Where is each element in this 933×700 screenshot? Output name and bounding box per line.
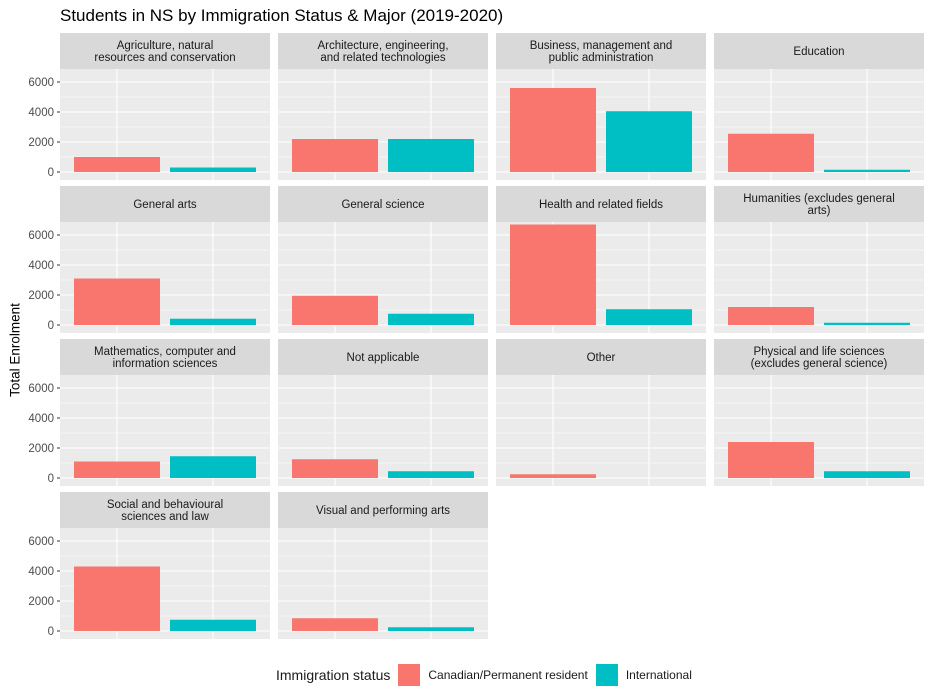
facet-label: Visual and performing arts	[316, 505, 450, 517]
legend-item-canadian: Canadian/Permanent resident	[398, 664, 588, 686]
facet-label: Mathematics, computer and information sci…	[94, 346, 236, 370]
bar-international	[388, 313, 474, 325]
facet-strip	[278, 492, 488, 528]
legend-item-international: International	[595, 664, 692, 686]
facet-label: Physical and life sciences (excludes gene…	[751, 346, 888, 370]
legend-label-canadian: Canadian/Permanent resident	[428, 668, 588, 682]
facet-label: General science	[341, 199, 424, 211]
facet-label: Agriculture, natural resources and conser…	[94, 40, 235, 64]
y-tick-label: 0	[48, 167, 54, 179]
bar-canadian	[510, 88, 596, 172]
facet-label: Business, management and public administr…	[530, 40, 673, 64]
bar-international	[824, 471, 910, 478]
y-tick-label: 6000	[28, 383, 54, 395]
y-tick-label: 0	[48, 626, 54, 638]
facet-strip	[496, 186, 706, 222]
y-tick-label: 6000	[28, 230, 54, 242]
bar-international	[388, 471, 474, 478]
bar-canadian	[728, 442, 814, 478]
facet-strip	[60, 492, 270, 528]
facet-label: Education	[793, 46, 844, 58]
facet-label: Humanities (excludes general arts)	[743, 193, 895, 217]
facet-label: Other	[587, 352, 616, 364]
bar-canadian	[74, 461, 160, 478]
bar-canadian	[728, 133, 814, 172]
legend: Immigration status Canadian/Permanent re…	[276, 662, 700, 688]
bar-canadian	[74, 157, 160, 172]
bar-canadian	[292, 295, 378, 325]
bar-international	[388, 627, 474, 631]
facet-strip	[714, 339, 924, 375]
y-tick-label: 2000	[28, 290, 54, 302]
facet-strip	[496, 33, 706, 69]
facet-strip	[278, 186, 488, 222]
bar-canadian	[728, 307, 814, 325]
y-tick-label: 4000	[28, 566, 54, 578]
y-tick-label: 2000	[28, 443, 54, 455]
facet-label: General arts	[133, 199, 197, 211]
facet-strip	[60, 33, 270, 69]
bar-canadian	[292, 139, 378, 172]
bar-canadian	[292, 459, 378, 478]
legend-label-international: International	[625, 668, 692, 682]
facet-strip	[496, 339, 706, 375]
chart-title: Students in NS by Immigration Status & M…	[60, 6, 504, 25]
bar-international	[170, 167, 256, 172]
facet-strip	[278, 339, 488, 375]
facet-label: Not applicable	[347, 352, 420, 364]
y-tick-label: 2000	[28, 137, 54, 149]
bar-international	[170, 619, 256, 631]
facet-strip	[714, 186, 924, 222]
facet-strip	[714, 33, 924, 69]
bar-international	[388, 139, 474, 172]
y-tick-label: 4000	[28, 260, 54, 272]
bar-international	[170, 318, 256, 325]
facet-label: Social and behavioural sciences and law	[107, 499, 223, 523]
legend-swatch-canadian	[398, 664, 421, 686]
bar-international	[824, 322, 910, 325]
y-tick-label: 6000	[28, 77, 54, 89]
facet-label: Health and related fields	[539, 199, 663, 211]
bar-canadian	[510, 224, 596, 325]
facet-label: Architecture, engineering, and related te…	[317, 40, 448, 64]
bar-international	[170, 456, 256, 478]
y-tick-label: 0	[48, 320, 54, 332]
facet-strip	[278, 33, 488, 69]
y-tick-label: 6000	[28, 536, 54, 548]
facet-panel	[496, 375, 706, 486]
legend-title: Immigration status	[276, 667, 391, 683]
legend-swatch-international	[595, 664, 618, 686]
bar-international	[606, 111, 692, 172]
bar-canadian	[74, 278, 160, 325]
bar-international	[824, 169, 910, 172]
bar-international	[606, 309, 692, 325]
y-tick-label: 0	[48, 473, 54, 485]
bar-canadian	[292, 618, 378, 631]
facet-strip	[60, 339, 270, 375]
bar-canadian	[510, 474, 596, 478]
bar-canadian	[74, 566, 160, 631]
facet-strip	[60, 186, 270, 222]
y-tick-label: 2000	[28, 596, 54, 608]
y-tick-label: 4000	[28, 107, 54, 119]
y-tick-label: 4000	[28, 413, 54, 425]
